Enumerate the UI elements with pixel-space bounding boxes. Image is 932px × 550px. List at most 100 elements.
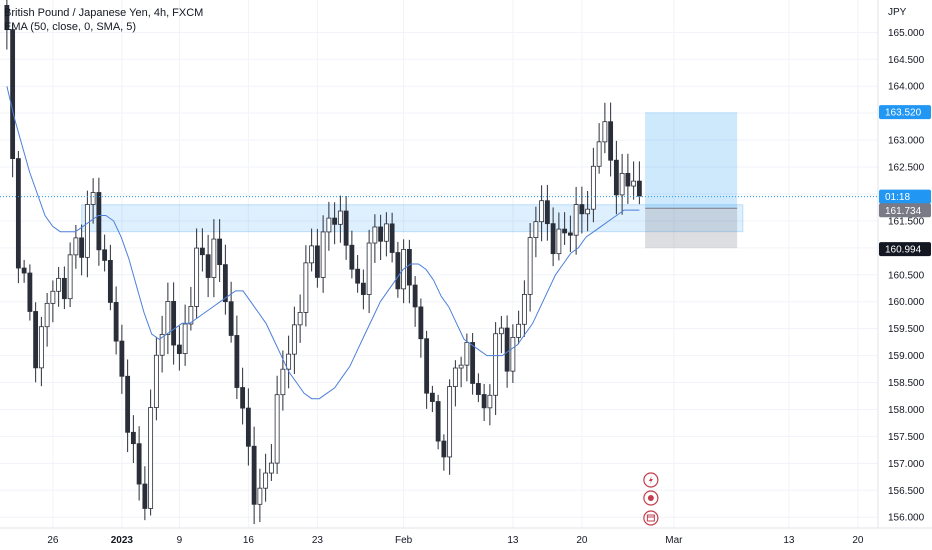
candle-2 xyxy=(15,151,21,284)
candle-79 xyxy=(458,356,464,388)
calendar-icon[interactable] xyxy=(643,510,659,526)
candle-body-22 xyxy=(130,431,136,445)
candle-13 xyxy=(79,224,85,276)
candle-77 xyxy=(447,379,453,475)
stop-price-tag-text: 160.994 xyxy=(885,245,922,256)
candle-7 xyxy=(44,293,50,347)
candle-18 xyxy=(107,244,113,311)
candle-42 xyxy=(245,388,251,466)
y-tick-label-3: 157.500 xyxy=(888,432,925,443)
x-tick-label-5: Feb xyxy=(395,535,413,546)
candle-body-46 xyxy=(268,462,274,474)
candle-body-80 xyxy=(464,342,470,366)
candle-11 xyxy=(67,242,73,308)
candle-72 xyxy=(418,298,424,358)
candle-88 xyxy=(510,324,516,383)
candle-108 xyxy=(625,153,631,204)
target-price-tag: 163.520 xyxy=(879,105,931,120)
candle-101 xyxy=(585,190,591,232)
candle-33 xyxy=(194,228,200,319)
candle-body-9 xyxy=(56,277,62,292)
target-price-tag-text: 163.520 xyxy=(885,108,922,119)
candle-body-29 xyxy=(171,301,177,346)
candle-body-23 xyxy=(136,443,142,485)
candle-body-63 xyxy=(366,242,372,295)
candle-78 xyxy=(452,360,458,407)
candle-body-54 xyxy=(314,245,320,278)
x-tick-label-10: 20 xyxy=(852,535,864,546)
candle-body-89 xyxy=(516,323,522,338)
candles-layer xyxy=(4,0,642,525)
candle-84 xyxy=(487,384,493,426)
candle-body-25 xyxy=(148,407,154,509)
candle-body-39 xyxy=(228,301,234,336)
event-icons[interactable] xyxy=(643,472,659,526)
candle-body-6 xyxy=(38,326,44,369)
candle-body-15 xyxy=(90,192,96,205)
y-tick-label-0: 156.000 xyxy=(888,513,925,524)
candle-61 xyxy=(355,255,361,293)
candle-40 xyxy=(234,315,240,400)
candle-body-19 xyxy=(113,302,119,342)
x-tick-label-8: Mar xyxy=(665,535,683,546)
time-axis[interactable]: 26 2023 9 16 23 Feb 13 20 Mar 13 20 xyxy=(0,527,932,550)
position-tool[interactable] xyxy=(645,112,738,249)
y-tick-label-18: 165.000 xyxy=(888,28,925,39)
candle-89 xyxy=(516,310,522,345)
candle-body-8 xyxy=(50,290,56,304)
candle-70 xyxy=(406,239,412,304)
candle-body-56 xyxy=(326,217,332,233)
record-icon[interactable] xyxy=(643,490,659,506)
candle-body-71 xyxy=(412,284,418,308)
record-icon-glyph xyxy=(647,495,654,501)
entry-price-tag-bg xyxy=(879,203,931,218)
support-zone xyxy=(81,204,744,233)
zones-layer xyxy=(81,204,744,233)
x-tick-label-6: 13 xyxy=(507,535,519,546)
candle-68 xyxy=(395,241,401,298)
candle-9 xyxy=(56,266,62,307)
candle-body-1 xyxy=(10,29,16,160)
candle-4 xyxy=(27,264,33,321)
candle-98 xyxy=(567,215,573,252)
candle-3 xyxy=(21,259,27,283)
candle-body-27 xyxy=(159,334,165,356)
candle-body-109 xyxy=(631,180,637,187)
candle-body-42 xyxy=(245,407,251,447)
candle-105 xyxy=(608,102,614,177)
candle-body-95 xyxy=(550,223,556,255)
time-axis-bg xyxy=(0,528,932,550)
candle-74 xyxy=(429,385,435,413)
candle-81 xyxy=(470,332,476,395)
countdown-tag-bg xyxy=(879,189,931,204)
price-axis[interactable]: JPY 156.000 156.500 157.000 157.500 158.000 15… xyxy=(877,0,932,550)
candle-58 xyxy=(337,195,343,243)
entry-price-tag-text: 161.734 xyxy=(885,206,922,217)
candle-body-57 xyxy=(332,217,338,225)
candle-107 xyxy=(619,153,625,215)
y-tick-label-14: 163.000 xyxy=(888,136,925,147)
candle-47 xyxy=(274,375,280,474)
candle-37 xyxy=(217,219,223,282)
candle-32 xyxy=(188,286,194,331)
entry-price-tag: 161.734 xyxy=(879,203,931,218)
candle-28 xyxy=(165,282,171,355)
candle-54 xyxy=(314,228,320,288)
stop-price-tag: 160.994 xyxy=(879,242,931,257)
candle-49 xyxy=(286,335,292,389)
candle-64 xyxy=(372,214,378,263)
lightning-icon[interactable] xyxy=(643,472,659,488)
candle-83 xyxy=(481,383,487,422)
candle-body-78 xyxy=(452,367,458,387)
candle-body-76 xyxy=(441,440,447,458)
candle-body-35 xyxy=(205,254,211,278)
candle-86 xyxy=(498,315,504,354)
y-tick-label-4: 158.000 xyxy=(888,405,925,416)
candle-body-5 xyxy=(33,311,39,369)
y-tick-label-9: 160.500 xyxy=(888,270,925,281)
candle-27 xyxy=(159,315,165,373)
candle-body-74 xyxy=(429,392,435,402)
candle-44 xyxy=(257,468,263,523)
candle-103 xyxy=(596,123,602,174)
